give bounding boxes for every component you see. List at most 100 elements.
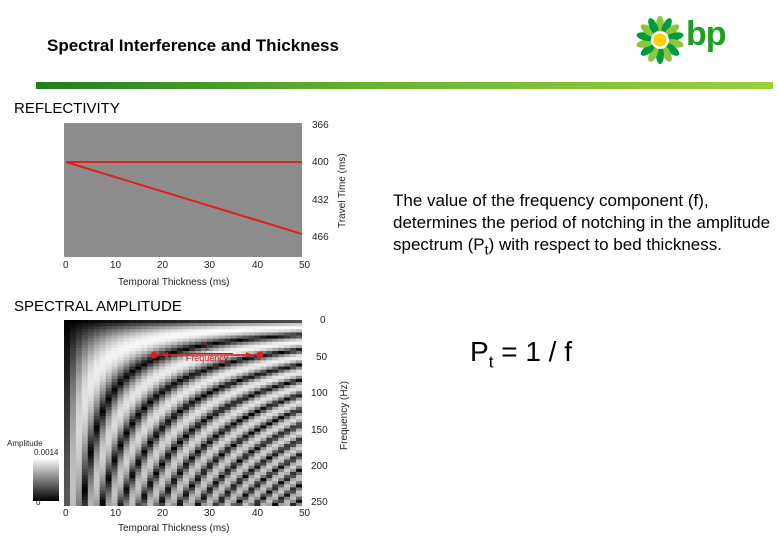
heatmap-cell (254, 363, 261, 367)
heatmap-cell (111, 332, 119, 336)
heatmap-cell (188, 338, 196, 343)
heatmap-cell (93, 397, 101, 402)
heatmap-cell (248, 471, 255, 476)
heatmap-cell (212, 406, 220, 411)
heatmap-cell (147, 341, 154, 346)
heatmap-cell (230, 459, 238, 464)
heatmap-cell (194, 496, 202, 501)
heatmap-cell (183, 444, 190, 448)
heatmap-cell (141, 465, 148, 470)
heatmap-cell (212, 453, 220, 457)
heatmap-cell (218, 444, 226, 448)
heatmap-cell (188, 347, 196, 352)
heatmap-cell (93, 475, 101, 479)
heatmap-cell (296, 499, 302, 504)
heatmap-cell (135, 447, 142, 451)
heatmap-cell (171, 354, 178, 358)
heatmap-cell (165, 378, 172, 383)
heatmap-cell (230, 341, 238, 346)
heatmap-cell (272, 478, 279, 482)
heatmap-cell (93, 471, 101, 476)
heatmap-cell (248, 462, 255, 467)
heatmap-cell (284, 351, 291, 355)
heatmap-cell (171, 490, 178, 495)
heatmap-cell (284, 341, 291, 346)
heatmap-cell (75, 329, 83, 333)
heatmap-cell (123, 428, 130, 433)
heatmap-cell (141, 385, 148, 389)
heatmap-cell (248, 450, 255, 454)
heatmap-cell (284, 375, 291, 380)
spec-x-tick: 40 (252, 508, 264, 519)
heatmap-cell (171, 471, 178, 476)
heatmap-cell (75, 326, 83, 330)
heatmap-cell (99, 450, 107, 454)
heatmap-cell (93, 382, 101, 386)
heatmap-cell (99, 351, 107, 355)
heatmap-cell (278, 351, 285, 355)
heatmap-cell (206, 360, 214, 364)
heatmap-cell (272, 400, 279, 405)
heatmap-cell (206, 450, 214, 454)
heatmap-cell (296, 394, 302, 398)
heatmap-cell (153, 440, 160, 445)
heatmap-cell (75, 447, 83, 451)
heatmap-cell (165, 347, 172, 352)
heatmap-cell (212, 347, 220, 352)
heatmap-cell (290, 450, 297, 454)
heatmap-cell (177, 478, 184, 482)
heatmap-cell (194, 419, 202, 423)
heatmap-cell (117, 456, 124, 460)
heatmap-cell (236, 385, 243, 389)
heatmap-cell (242, 406, 249, 411)
heatmap-cell (129, 413, 136, 417)
heatmap-cell (296, 431, 302, 436)
heatmap-cell (93, 413, 101, 417)
heatmap-cell (111, 351, 119, 355)
heatmap-cell (248, 490, 255, 495)
heatmap-cell (141, 434, 148, 439)
heatmap-cell (147, 499, 154, 504)
heatmap-cell (153, 332, 160, 336)
heatmap-cell (218, 406, 226, 411)
heatmap-cell (200, 344, 208, 349)
heatmap-cell (87, 413, 95, 417)
heatmap-cell (188, 354, 196, 358)
heatmap-cell (75, 444, 83, 448)
heatmap-cell (135, 490, 142, 495)
heatmap-cell (93, 375, 101, 380)
heatmap-cell (141, 462, 148, 467)
heatmap-cell (111, 357, 119, 361)
heatmap-cell (99, 369, 107, 374)
heatmap-cell (99, 462, 107, 467)
heatmap-cell (99, 453, 107, 457)
heatmap-cell (212, 419, 220, 423)
heatmap-cell (200, 378, 208, 383)
heatmap-cell (69, 493, 77, 498)
heatmap-cell (236, 437, 243, 442)
heatmap-cell (135, 493, 142, 498)
heatmap-cell (188, 329, 196, 333)
heatmap-cell (278, 487, 285, 491)
heatmap-cell (188, 326, 196, 330)
heatmap-cell (230, 372, 238, 377)
heatmap-cell (159, 416, 166, 420)
heatmap-cell (81, 471, 89, 476)
heatmap-cell (212, 366, 220, 371)
heatmap-cell (188, 484, 196, 488)
heatmap-cell (87, 403, 95, 408)
heatmap-cell (165, 475, 172, 479)
heatmap-cell (260, 382, 267, 386)
heatmap-cell (254, 471, 261, 476)
heatmap-cell (254, 397, 261, 402)
heatmap-cell (165, 338, 172, 343)
heatmap-cell (200, 496, 208, 501)
heatmap-cell (242, 431, 249, 436)
heatmap-cell (206, 416, 214, 420)
heatmap-cell (141, 329, 148, 333)
heatmap-cell (81, 468, 89, 473)
heatmap-cell (135, 397, 142, 402)
heatmap-cell (117, 419, 124, 423)
heatmap-cell (194, 363, 202, 367)
heatmap-cell (183, 487, 190, 491)
